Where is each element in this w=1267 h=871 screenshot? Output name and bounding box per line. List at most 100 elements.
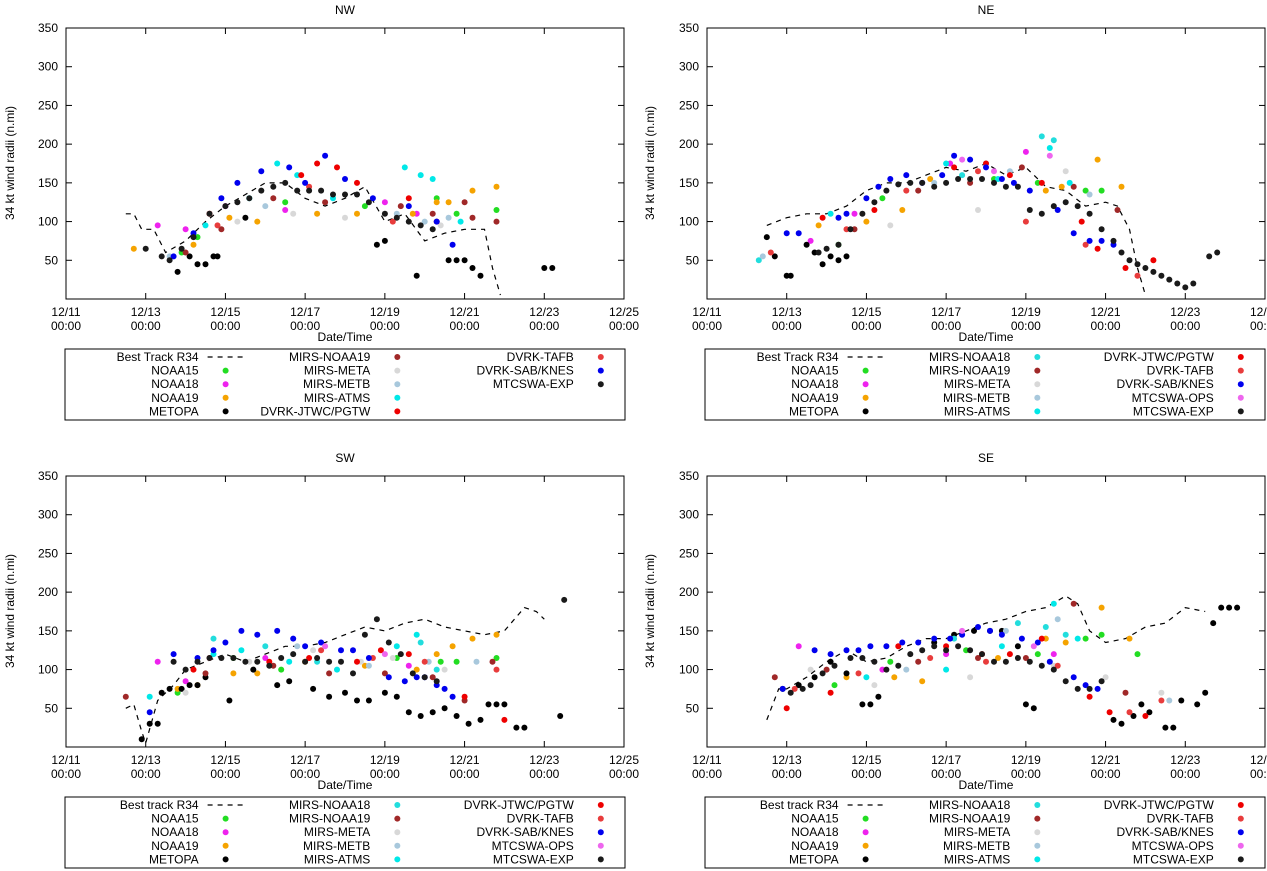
point-mtcswa-exp — [943, 179, 950, 186]
point-mirs-noaa18 — [1062, 631, 1069, 638]
x-tick-label: 00:00 — [51, 319, 81, 333]
point-mirs-atms — [863, 674, 870, 681]
point-dvrk-sab-knes — [998, 631, 1005, 638]
point-mirs-metb — [1002, 627, 1009, 634]
point-mirs-atms — [457, 218, 464, 225]
legend-marker — [222, 381, 229, 388]
point-mirs-noaa19 — [1018, 164, 1025, 171]
y-tick-label: 50 — [45, 701, 59, 715]
y-tick-label: 200 — [679, 585, 699, 599]
y-tick-label: 50 — [686, 253, 700, 267]
panel-ne: NE 34 kt wind radii (n.mi) Date/Time 50 1… — [643, 3, 1267, 421]
legend-label: DVRK-JTWC/PGTW — [1104, 798, 1215, 812]
point-mtcswa-exp — [1142, 265, 1149, 271]
x-tick-label: 00:00 — [290, 319, 320, 333]
point-mtcswa-exp — [1110, 237, 1117, 244]
point-metopa — [787, 272, 794, 279]
point-mtcswa-exp — [290, 651, 297, 658]
point-noaa15 — [1098, 631, 1105, 638]
point-dvrk-sab-knes — [1070, 230, 1077, 237]
point-mirs-atms — [827, 210, 834, 217]
point-dvrk-jtwc-pgtw — [827, 689, 834, 696]
point-dvrk-tafb — [791, 685, 798, 692]
point-dvrk-sab-knes — [875, 183, 882, 190]
point-mtcswa-exp — [895, 181, 902, 188]
point-noaa15 — [879, 195, 886, 202]
legend-label: MIRS-ATMS — [304, 391, 370, 405]
point-mtcswa-exp — [318, 187, 325, 194]
point-metopa — [1234, 604, 1241, 611]
point-mirs-meta — [290, 210, 297, 217]
legend-label: DVRK-JTWC/PGTW — [464, 798, 575, 812]
point-noaa19 — [1042, 187, 1049, 194]
point-metopa — [771, 253, 778, 260]
point-mtcswa-exp — [1150, 268, 1157, 275]
point-mtcswa-exp — [1098, 678, 1105, 685]
plot-data — [125, 152, 556, 296]
point-metopa — [310, 685, 317, 692]
point-metopa — [859, 701, 866, 708]
point-metopa — [1130, 713, 1137, 719]
point-metopa — [1030, 705, 1037, 712]
point-mirs-noaa18 — [417, 639, 424, 646]
x-tick-label: 12/21 — [1091, 753, 1121, 767]
point-mtcswa-exp — [178, 245, 185, 252]
point-mtcswa-exp — [350, 670, 356, 677]
y-tick-label: 100 — [679, 663, 699, 677]
point-dvrk-jtwc-pgtw — [871, 207, 878, 213]
point-metopa — [138, 736, 145, 743]
point-noaa15 — [278, 666, 285, 673]
point-metopa — [158, 689, 165, 696]
point-mirs-noaa18 — [1014, 620, 1021, 627]
point-mirs-atms — [417, 172, 424, 179]
point-mirs-noaa19 — [381, 670, 388, 677]
point-dvrk-tafb — [927, 655, 934, 661]
x-tick-label: 00:00 — [1011, 767, 1041, 781]
legend-label: MIRS-NOAA18 — [929, 798, 1011, 812]
point-dvrk-jtwc-pgtw — [405, 195, 412, 202]
point-mtcswa-exp — [787, 689, 794, 696]
best-track-line — [766, 162, 1146, 296]
point-mtcswa-exp — [819, 670, 826, 677]
point-metopa — [354, 697, 360, 704]
x-tick-label: 12/13 — [772, 753, 802, 767]
point-dvrk-jtwc-pgtw — [190, 666, 197, 673]
point-mirs-noaa19 — [771, 674, 778, 681]
point-noaa15 — [437, 658, 444, 665]
best-track-line — [766, 595, 1206, 721]
point-metopa — [465, 720, 472, 727]
x-tick-label: 12/21 — [1091, 305, 1121, 319]
point-noaa15 — [831, 682, 838, 689]
point-dvrk-sab-knes — [258, 168, 265, 175]
point-dvrk-sab-knes — [899, 639, 906, 646]
x-tick-label: 00:00 — [1250, 319, 1267, 333]
point-metopa — [501, 701, 508, 708]
y-tick-label: 200 — [679, 137, 699, 151]
point-mtcswa-exp — [385, 639, 392, 646]
y-tick-label: 350 — [679, 21, 699, 35]
panel-title: SW — [335, 451, 355, 465]
point-mirs-noaa19 — [322, 199, 329, 206]
point-mtcswa-exp — [266, 662, 273, 669]
legend-marker — [597, 815, 604, 822]
point-mtcswa-exp — [1174, 280, 1181, 287]
point-mtcswa-exp — [907, 179, 914, 186]
point-metopa — [413, 272, 420, 279]
legend-marker — [1034, 856, 1041, 863]
point-mtcswa-exp — [190, 234, 197, 241]
point-noaa19 — [927, 176, 934, 182]
point-mirs-atms — [393, 643, 400, 650]
legend-label: MTCSWA-OPS — [492, 839, 574, 853]
point-mtcswa-exp — [955, 176, 962, 182]
legend-label: DVRK-JTWC/PGTW — [1104, 350, 1215, 364]
legend-label: METOPA — [149, 404, 199, 418]
point-dvrk-sab-knes — [903, 172, 910, 179]
point-metopa — [365, 697, 372, 704]
point-mtcswa-exp — [1182, 284, 1189, 291]
point-mtcswa-exp — [847, 226, 854, 233]
point-metopa — [867, 701, 874, 708]
point-metopa — [795, 682, 802, 689]
point-metopa — [1170, 724, 1177, 731]
legend-marker — [394, 367, 401, 374]
point-metopa — [154, 720, 161, 727]
